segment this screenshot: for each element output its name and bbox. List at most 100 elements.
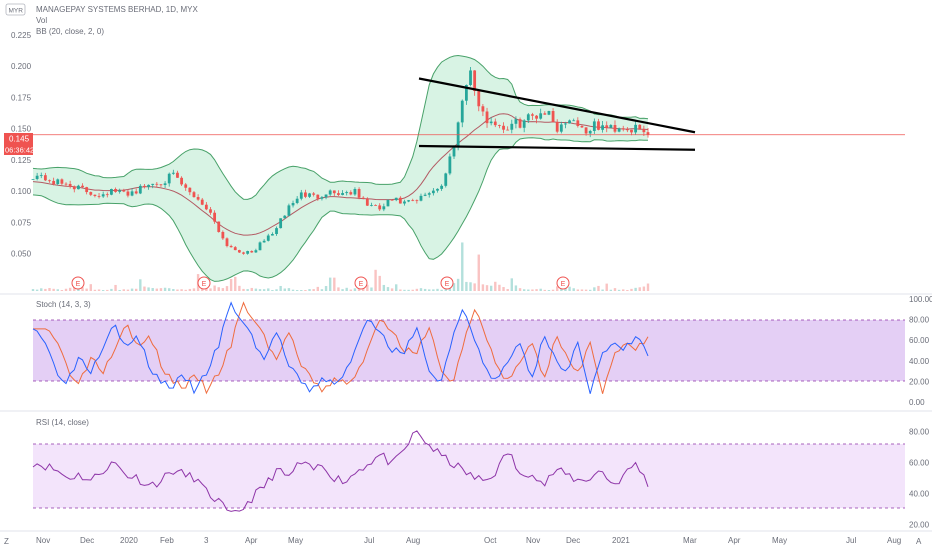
stochastic-label: Stoch (14, 3, 3) [36,300,91,309]
price-axis[interactable]: 0.225 0.200 0.175 0.150 0.125 0.100 0.075 0.050 [11,31,32,259]
volume-bar [221,288,225,291]
time-tick-label: Apr [245,536,258,545]
time-tick-label: Feb [160,536,174,545]
candle-body [56,179,60,185]
price-box-countdown: 06:36:42 [5,146,34,155]
volume-bar [209,288,212,291]
candle-body [539,113,543,119]
candle-body [514,119,518,124]
candle-body [427,193,431,195]
volume-bar [469,282,472,291]
volume-bar [642,286,646,291]
stochastic-axis[interactable]: 100.00 80.00 60.00 40.00 20.00 0.00 [909,295,932,407]
currency-badge[interactable] [5,3,26,16]
candle-body [225,238,229,247]
candle-body [237,250,241,253]
bollinger-label[interactable]: BB (20, close, 2, 0) [36,27,104,36]
volume-bar [64,288,68,291]
volume-bar [580,289,584,291]
time-tick-label: Aug [406,536,420,545]
volume-bar [337,287,340,291]
candle-body [304,192,307,197]
rsi-pane: RSI (14, close) [0,410,932,512]
candle-body [110,189,113,195]
volume-bar [456,278,460,291]
candle-body [456,122,460,147]
candle-body [266,235,270,241]
candle-body [64,183,68,185]
volume-bar [428,289,431,291]
price-tick-label-left: 0.200 [11,62,32,71]
volume-bar [518,288,522,291]
rsi-label: RSI (14, close) [36,418,89,427]
candle-body [531,114,534,116]
corner-label-left[interactable]: Z [4,537,9,546]
volume-bar [502,287,505,291]
volume-bar [217,287,220,291]
trendline-upper[interactable] [418,77,696,134]
volume-bar [328,277,332,291]
candle-body [605,125,609,128]
volume-bar [440,289,443,291]
time-tick-label: Jul [364,536,374,545]
candle-body [357,189,361,198]
rsi-axis[interactable]: 80.00 60.00 40.00 20.00 [909,427,930,529]
volume-bar [271,290,274,291]
candle-body [617,128,621,132]
volume-bar [374,269,377,291]
time-tick-label: Mar [683,536,697,545]
volume-bar [246,289,249,291]
volume-bar [192,288,196,291]
candle-body [279,218,283,229]
candle-body [374,205,377,206]
earnings-e-icon [440,276,454,290]
volume-bar [527,289,530,291]
candle-body [31,178,35,180]
volume-bar [366,284,369,291]
volume-bar [535,289,538,291]
volume-bar [617,289,621,291]
price-tick-label-left: 0.075 [11,218,32,227]
candle-body [171,172,175,174]
candle-body [568,120,571,124]
volume-label[interactable]: Vol [36,16,47,25]
symbol-title[interactable]: MANAGEPAY SYSTEMS BERHAD, 1D, MYX [36,5,198,14]
rsi-tick-label: 20.00 [909,520,930,529]
volume-bar [601,289,604,291]
volume-bar [304,290,307,291]
volume-bar [539,288,542,291]
candle-body [576,120,580,126]
corner-label-right[interactable]: A [916,537,922,546]
candle-body [625,129,629,131]
earnings-e-icon [71,276,85,290]
rsi-tick-label: 40.00 [909,489,930,498]
volume-bar [506,289,509,291]
candle-body [299,192,303,199]
candle-body [275,228,278,235]
candle-body [52,180,56,185]
volume-bar [126,289,130,291]
candle-body [588,130,592,134]
candle-body [151,183,155,185]
volume-bar [423,288,427,291]
candle-body [254,250,258,253]
rsi-band [33,444,905,508]
candle-body [493,121,497,126]
candle-body [143,185,146,187]
volume-bar [114,284,117,291]
time-tick-label: Oct [484,536,497,545]
candle-body [209,209,212,213]
candle-body [89,192,93,195]
volume-bar [101,290,105,291]
trendline-lower[interactable] [418,144,696,151]
candle-body [204,204,208,210]
time-axis[interactable]: Nov Dec 2020 Feb 3 Apr May Jul Aug Oct Nov Dec 2021 M… [36,536,901,545]
currency-badge-label: MYR [9,8,24,15]
candle-body [370,205,373,206]
volume-bar [205,288,208,291]
price-tick-label-left: 0.175 [11,93,32,102]
candle-body [308,193,311,197]
volume-bar [163,287,167,291]
